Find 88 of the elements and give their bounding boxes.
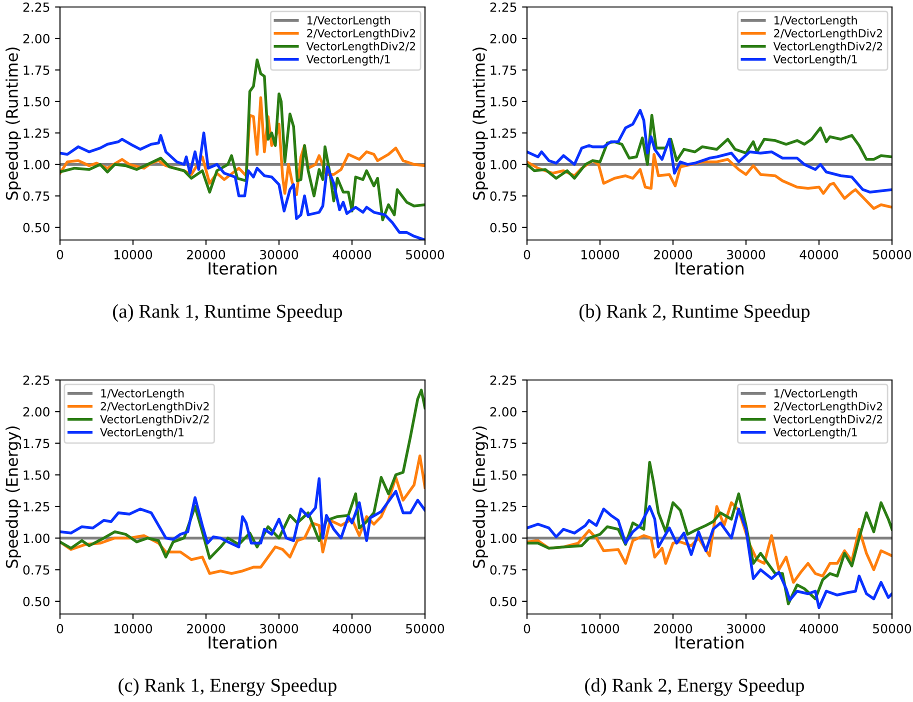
x-axis-title: Iteration bbox=[208, 262, 276, 275]
x-tick-label: 20000 bbox=[654, 624, 692, 634]
y-tick-label: 1.75 bbox=[24, 438, 50, 448]
x-tick-label: 30000 bbox=[727, 250, 766, 260]
x-tick-label: 10000 bbox=[114, 624, 152, 634]
y-axis-title: Speedup (Energy) bbox=[6, 426, 22, 568]
x-tick-label: 20000 bbox=[654, 250, 692, 260]
x-axis-title: Iteration bbox=[676, 262, 744, 275]
y-axis-title: Speedup (Runtime) bbox=[472, 48, 488, 200]
legend-label: VectorLength/1 bbox=[773, 54, 857, 66]
y-tick-label: 1.00 bbox=[490, 534, 516, 544]
y-tick-label: 2.25 bbox=[23, 375, 50, 385]
y-tick-label: 2.25 bbox=[23, 2, 50, 12]
y-tick-label: 1.25 bbox=[24, 502, 50, 512]
y-tick-label: 2.00 bbox=[490, 407, 516, 417]
y-tick-label: 2.00 bbox=[490, 34, 516, 44]
y-tick-label: 1.50 bbox=[24, 470, 50, 480]
x-tick-label: 0 bbox=[56, 250, 64, 260]
legend-label: VectorLengthDiv2/2 bbox=[306, 42, 415, 53]
y-tick-label: 1.50 bbox=[490, 96, 516, 106]
x-tick-label: 20000 bbox=[187, 250, 226, 260]
x-tick-label: 10000 bbox=[581, 624, 620, 634]
x-tick-label: 0 bbox=[524, 250, 530, 260]
x-tick-label: 20000 bbox=[187, 624, 226, 634]
y-tick-label: 0.75 bbox=[23, 191, 50, 201]
y-tick-label: 2.00 bbox=[23, 407, 50, 417]
y-tick-label: 0.75 bbox=[23, 565, 50, 575]
y-tick-label: 2.25 bbox=[490, 375, 516, 385]
x-tick-label: 30000 bbox=[260, 624, 298, 634]
legend-label: VectorLengthDiv2/2 bbox=[773, 42, 882, 53]
y-tick-label: 0.50 bbox=[490, 222, 516, 232]
x-tick-label: 40000 bbox=[332, 624, 372, 634]
y-tick-label: 1.00 bbox=[490, 160, 516, 170]
x-tick-label: 50000 bbox=[406, 624, 444, 634]
line-series bbox=[527, 108, 892, 194]
x-tick-label: 50000 bbox=[873, 250, 912, 260]
y-tick-label: 1.00 bbox=[24, 160, 50, 170]
legend-label: 1/VectorLength bbox=[774, 16, 857, 27]
legend-label: 1/VectorLength bbox=[101, 388, 184, 400]
legend-label: 2/VectorLengthDiv2 bbox=[774, 402, 882, 413]
legend-label: 1/VectorLength bbox=[307, 16, 390, 27]
legend-label: 2/VectorLengthDiv2 bbox=[774, 28, 882, 40]
line-series bbox=[60, 477, 425, 548]
x-axis-title: Iteration bbox=[676, 636, 744, 649]
text: (a) Rank 1, Runtime Speedup bbox=[113, 304, 342, 322]
legend-label: VectorLength/1 bbox=[773, 428, 857, 439]
text: (c) Rank 1, Energy Speedup bbox=[118, 678, 336, 696]
y-tick-label: 0.75 bbox=[490, 565, 516, 575]
x-axis-title: Iteration bbox=[208, 636, 276, 649]
y-axis-title: Speedup (Energy) bbox=[472, 426, 488, 568]
x-tick-label: 50000 bbox=[406, 250, 444, 260]
y-tick-label: 1.50 bbox=[24, 96, 50, 106]
x-tick-label: 0 bbox=[524, 624, 530, 634]
y-tick-label: 1.25 bbox=[490, 502, 516, 512]
x-tick-label: 30000 bbox=[260, 250, 298, 260]
x-tick-label: 10000 bbox=[581, 250, 620, 260]
x-tick-label: 10000 bbox=[114, 250, 152, 260]
x-tick-label: 0 bbox=[56, 624, 64, 634]
x-tick-label: 30000 bbox=[727, 624, 766, 634]
y-tick-label: 2.25 bbox=[490, 2, 516, 12]
y-tick-label: 1.75 bbox=[490, 66, 516, 75]
y-tick-label: 1.25 bbox=[490, 128, 516, 138]
legend-label: VectorLength/1 bbox=[100, 428, 184, 439]
y-tick-label: 0.50 bbox=[23, 222, 50, 232]
y-tick-label: 1.75 bbox=[24, 66, 50, 75]
legend-label: 1/VectorLength bbox=[774, 388, 857, 400]
line-series bbox=[527, 114, 892, 180]
text: (d) Rank 2, Energy Speedup bbox=[585, 678, 804, 696]
y-tick-label: 0.50 bbox=[490, 596, 516, 606]
legend-label: 2/VectorLengthDiv2 bbox=[307, 28, 415, 40]
y-tick-label: 1.25 bbox=[24, 128, 50, 138]
legend-label: 2/VectorLengthDiv2 bbox=[100, 402, 209, 413]
x-tick-label: 40000 bbox=[332, 250, 372, 260]
x-tick-label: 40000 bbox=[800, 624, 838, 634]
y-tick-label: 1.50 bbox=[490, 470, 516, 480]
x-tick-label: 50000 bbox=[873, 624, 912, 634]
legend-label: VectorLength/1 bbox=[306, 54, 390, 66]
x-tick-label: 40000 bbox=[800, 250, 838, 260]
y-tick-label: 2.00 bbox=[23, 34, 50, 44]
legend-label: VectorLengthDiv2/2 bbox=[773, 414, 882, 426]
y-tick-label: 0.75 bbox=[490, 191, 516, 201]
text: (b) Rank 2, Runtime Speedup bbox=[580, 304, 810, 322]
y-tick-label: 0.50 bbox=[23, 596, 50, 606]
y-axis-title: Speedup (Runtime) bbox=[6, 48, 22, 200]
y-tick-label: 1.00 bbox=[24, 534, 50, 544]
line-series bbox=[527, 505, 892, 610]
legend-label: VectorLengthDiv2/2 bbox=[100, 414, 209, 426]
y-tick-label: 1.75 bbox=[490, 438, 516, 448]
